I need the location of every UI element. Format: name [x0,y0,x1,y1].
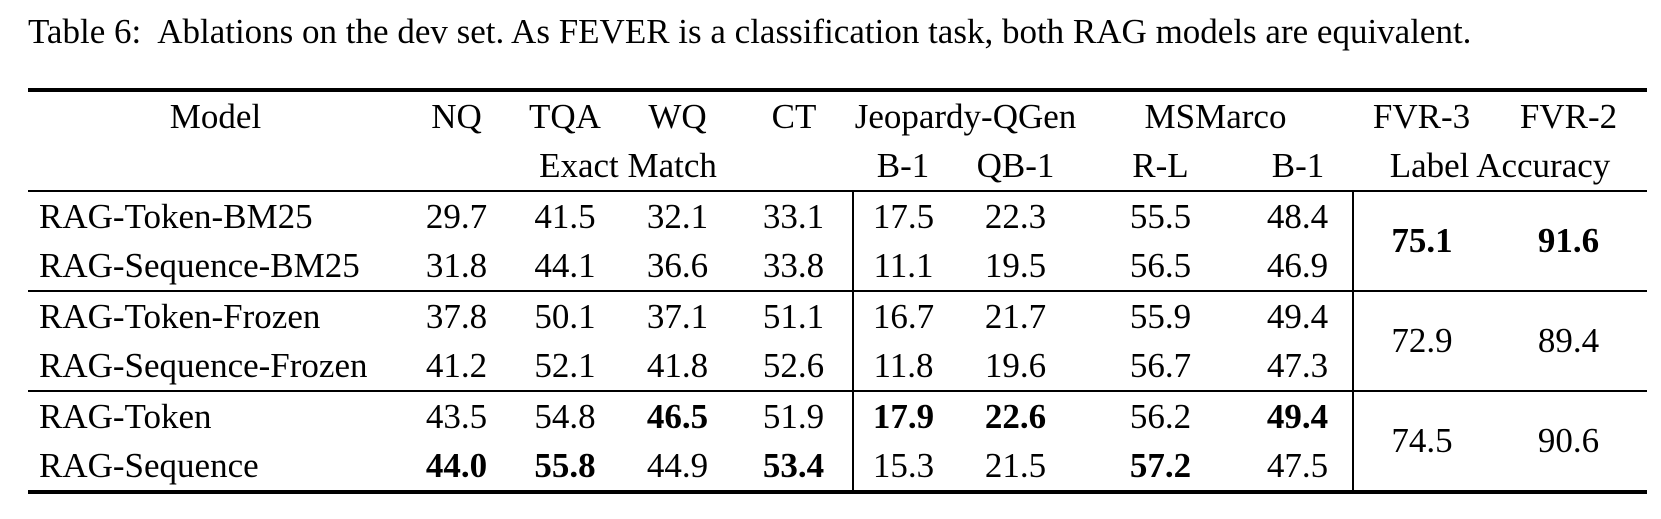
metric-cell: 49.4 [1243,290,1354,341]
metric-cell: 48.4 [1243,191,1354,241]
model-name-cell: RAG-Token [28,390,403,441]
metric-cell: 33.8 [735,241,854,291]
model-name-cell: RAG-Sequence [39,445,259,485]
metric-cell: 50.1 [510,290,620,341]
metric-cell: 54.8 [510,390,620,441]
header-row-1: Model NQ TQA WQ CT Jeopardy-QGen MSMarco… [28,90,1647,141]
model-name-cell: RAG-Sequence-BM25 [39,245,360,285]
col-subheader-b1-jeopardy: B-1 [853,141,953,192]
metric-cell: 55.8 [534,445,596,485]
col-subheader-rl: R-L [1078,141,1243,192]
metric-cell: 44.9 [646,445,709,485]
metric-cell: 43.5 [403,390,510,441]
fvr3-value-cell: 75.1 [1391,221,1453,260]
metric-cell: 32.1 [646,196,709,236]
table-row: RAG-Sequence-Frozen 41.2 52.1 41.8 52.6 … [28,341,1647,391]
metric-cell: 31.8 [425,245,488,285]
metric-cell: 22.3 [984,196,1047,236]
metric-cell: 16.7 [853,290,953,341]
col-header-wq: WQ [648,96,707,136]
col-group-msmarco: MSMarco [1144,96,1287,136]
metric-cell: 53.4 [735,441,854,492]
metric-cell: 41.8 [646,345,709,385]
metric-cell: 36.6 [646,245,709,285]
col-header-fvr2: FVR-2 [1519,96,1618,136]
col-header-ct: CT [771,96,817,136]
fvr2-value-cell: 90.6 [1490,390,1647,492]
metric-cell: 37.8 [403,290,510,341]
metric-cell: 11.8 [873,345,934,385]
metric-cell: 55.9 [1078,290,1243,341]
metric-cell: 19.6 [984,345,1047,385]
table-row: RAG-Token-Frozen 37.8 50.1 37.1 51.1 16.… [28,290,1647,391]
model-group-frozen: RAG-Token-Frozen 37.8 50.1 37.1 51.1 16.… [28,290,1647,391]
metric-cell: 51.1 [735,290,854,341]
table-row: RAG-Sequence 44.0 55.8 44.9 53.4 15.3 21… [28,441,1647,492]
table-row: RAG-Sequence-BM25 31.8 44.1 36.6 33.8 11… [28,241,1647,291]
col-subheader-label-accuracy: Label Accuracy [1353,141,1647,192]
table-row: RAG-Token-BM25 29.7 41.5 32.1 33.1 17.5 … [28,191,1647,260]
caption-text: Ablations on the dev set. As FEVER is a … [157,12,1472,51]
metric-cell: 51.9 [735,390,854,441]
metric-cell: 47.3 [1243,341,1354,391]
metric-cell: 41.2 [425,345,488,385]
empty-header-cell [28,141,403,192]
fvr3-value-cell: 74.5 [1353,390,1490,492]
col-header-tqa: TQA [529,96,601,136]
metric-cell: 52.1 [534,345,596,385]
col-subheader-exact-match: Exact Match [403,141,853,192]
model-group-full: RAG-Token 43.5 54.8 46.5 51.9 17.9 22.6 … [28,390,1647,492]
metric-cell: 17.9 [853,390,953,441]
metric-cell: 11.1 [873,245,934,285]
fvr3-value-cell: 72.9 [1353,290,1490,391]
fvr2-value-cell: 91.6 [1537,221,1600,260]
metric-cell: 15.3 [872,445,935,485]
col-header-nq: NQ [431,96,482,136]
metric-cell: 33.1 [735,191,854,241]
metric-cell: 21.7 [953,290,1078,341]
table-caption: Table 6: Ablations on the dev set. As FEV… [28,12,1471,52]
fvr2-value-cell: 89.4 [1490,290,1647,391]
metric-cell: 52.6 [735,341,854,391]
caption-label: Table 6: [28,12,142,51]
metric-cell: 17.5 [872,196,935,236]
col-header-fvr3: FVR-3 [1372,96,1471,136]
metric-cell: 56.7 [1129,345,1192,385]
col-subheader-b1-msmarco: B-1 [1243,141,1353,192]
col-group-jeopardy-qgen: Jeopardy-QGen [854,96,1077,136]
table-row: RAG-Token 43.5 54.8 46.5 51.9 17.9 22.6 … [28,390,1647,492]
metric-cell: 46.9 [1243,241,1354,291]
metric-cell: 41.5 [534,196,596,236]
metric-cell: 55.5 [1129,196,1192,236]
metric-cell: 56.5 [1129,245,1192,285]
metric-cell: 29.7 [425,196,488,236]
table-header: Model NQ TQA WQ CT Jeopardy-QGen MSMarco… [28,90,1647,192]
model-name-cell: RAG-Token-Frozen [28,290,403,341]
metric-cell: 37.1 [620,290,735,341]
metric-cell: 22.6 [953,390,1078,441]
model-name-cell: RAG-Sequence-Frozen [39,345,368,385]
metric-cell: 21.5 [984,445,1047,485]
model-column-header: Model [169,96,262,136]
header-row-2: Exact Match B-1 QB-1 R-L B-1 Label Accur… [28,141,1647,192]
metric-cell: 57.2 [1129,445,1192,485]
model-name-cell: RAG-Token-BM25 [39,196,313,236]
metric-cell: 44.0 [425,445,488,485]
metric-cell: 46.5 [620,390,735,441]
metric-cell: 47.5 [1243,441,1354,492]
model-group-bm25: RAG-Token-BM25 29.7 41.5 32.1 33.1 17.5 … [28,191,1647,291]
metric-cell: 49.4 [1243,390,1354,441]
metric-cell: 56.2 [1078,390,1243,441]
metric-cell: 19.5 [984,245,1047,285]
metric-cell: 44.1 [534,245,596,285]
ablations-table: Model NQ TQA WQ CT Jeopardy-QGen MSMarco… [28,88,1647,494]
col-subheader-qb1: QB-1 [953,141,1078,192]
